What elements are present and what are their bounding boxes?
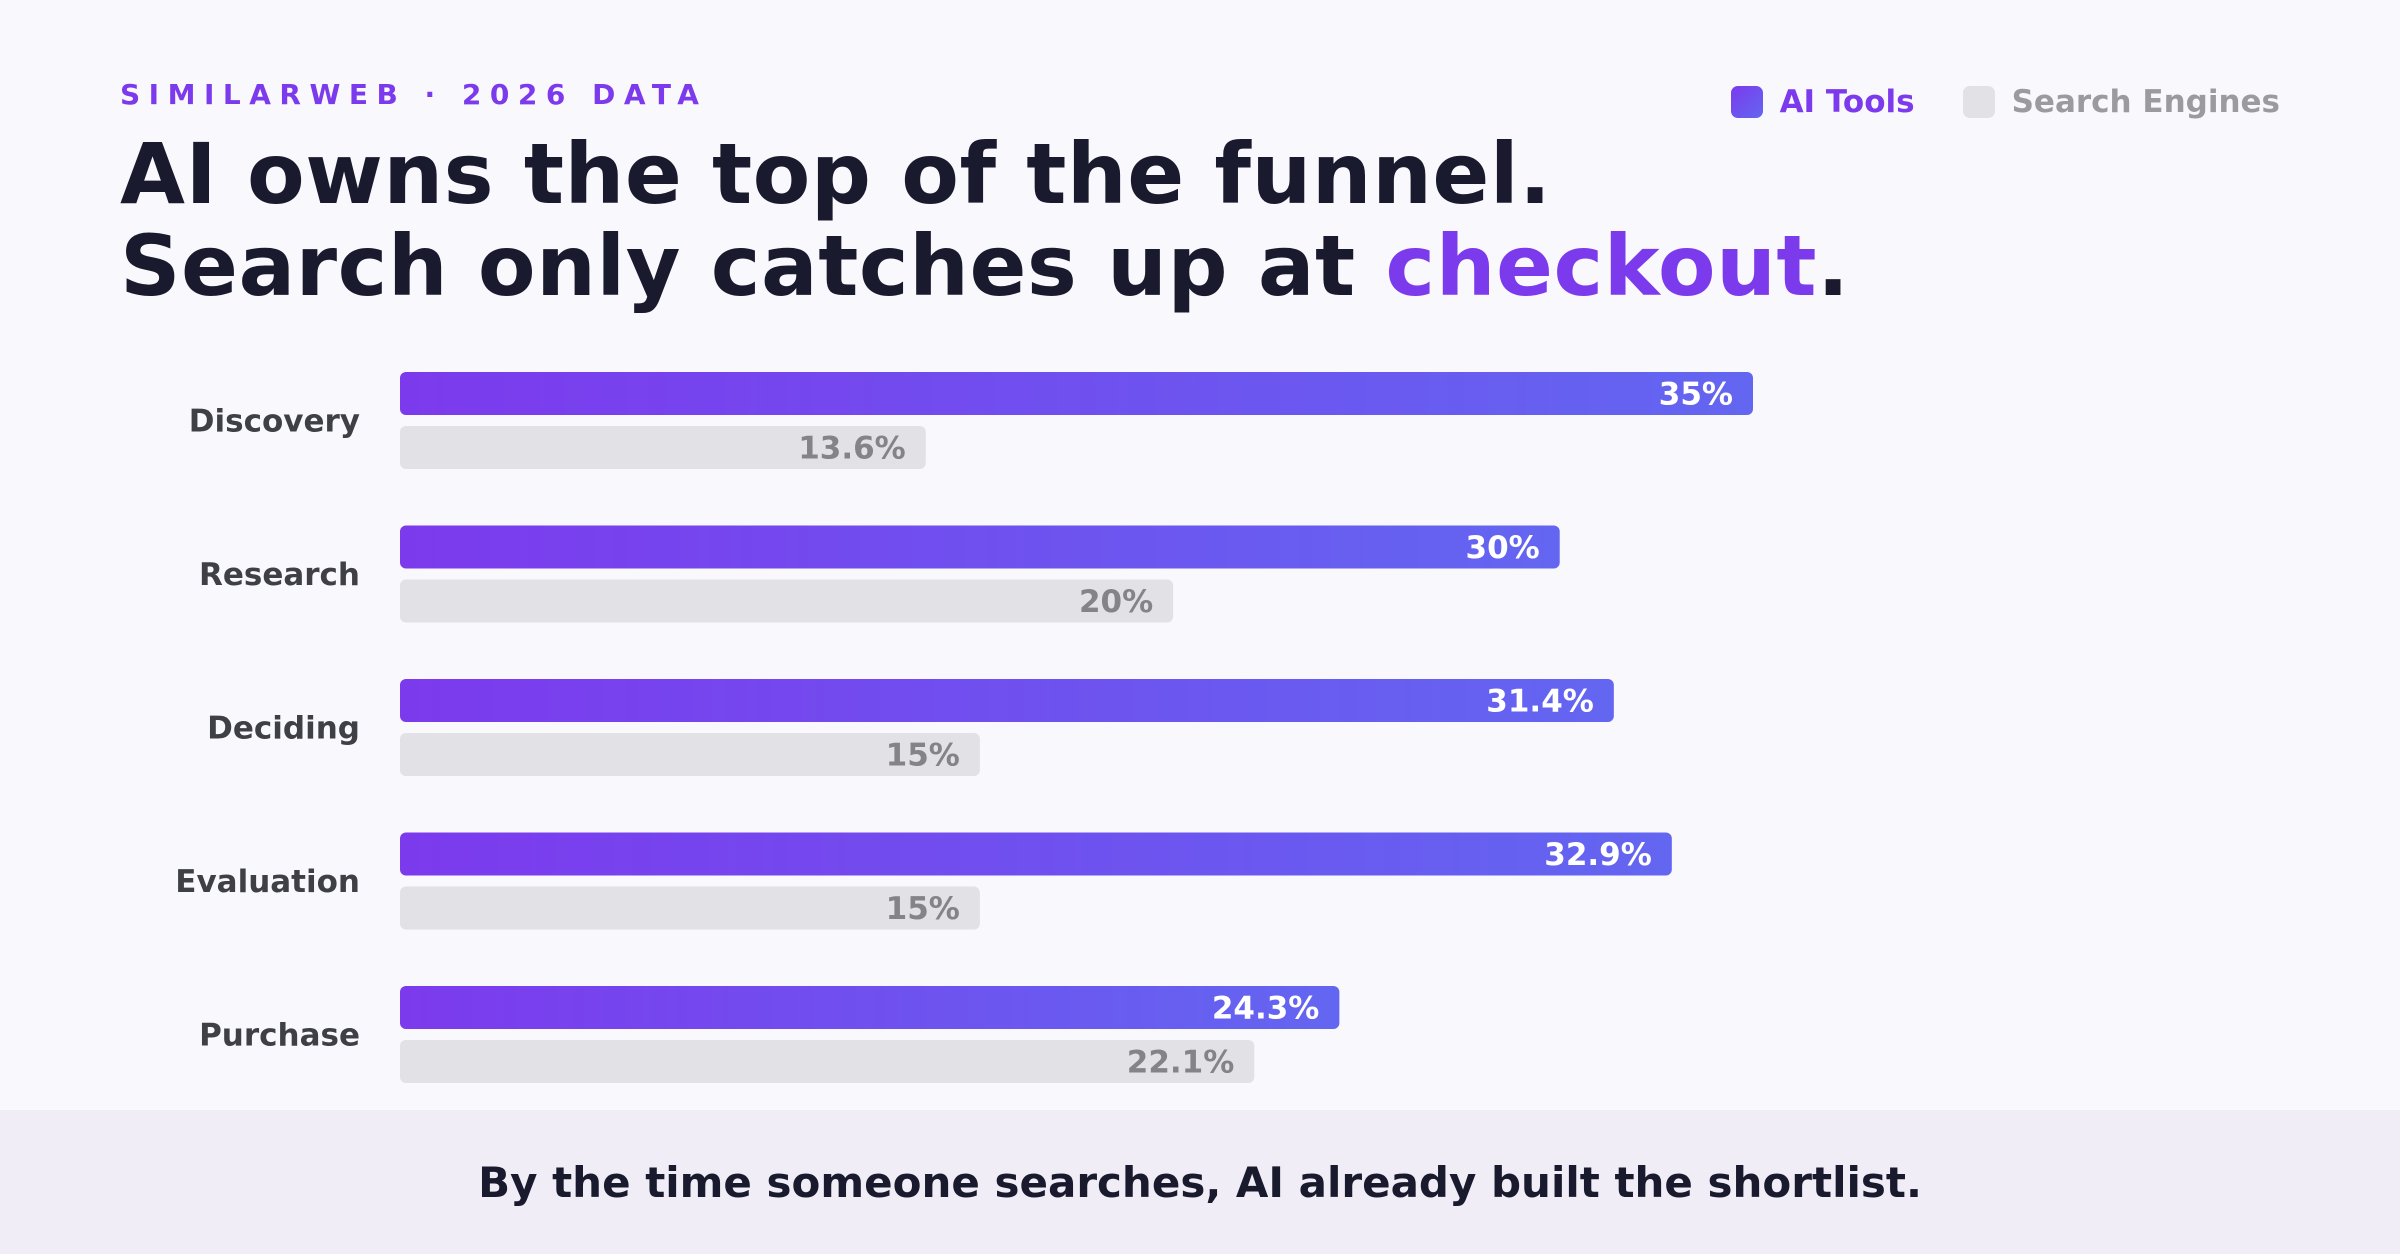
value-label-ai-tools-deciding: 31.4% xyxy=(1486,684,1594,720)
source-kicker: SIMILARWEB · 2026 DATA xyxy=(120,78,708,111)
chart-bars: Discovery 35% 13.6% Research 30% 20% Deciding 3… xyxy=(175,372,1753,1083)
headline-accent-word: checkout xyxy=(1385,217,1818,315)
bar-ai-tools-purchase xyxy=(400,986,1340,1029)
legend-item-search-engines: Search Engines xyxy=(1962,84,2280,120)
bar-search-engines-evaluation xyxy=(400,886,980,930)
bar-ai-tools-research xyxy=(400,525,1560,569)
chart-legend: AI Tools Search Engines xyxy=(1683,84,2280,120)
chart-headline: AI owns the top of the funnel. Search on… xyxy=(120,128,1849,312)
headline-line-2-suffix: . xyxy=(1817,217,1850,315)
value-label-search-engines-evaluation: 15% xyxy=(886,891,960,927)
legend-swatch-search-engines xyxy=(1962,86,1995,118)
legend-label-ai-tools: AI Tools xyxy=(1779,84,1915,120)
value-label-search-engines-research: 20% xyxy=(1079,584,1153,620)
bar-search-engines-research xyxy=(400,579,1174,623)
value-label-search-engines-discovery: 13.6% xyxy=(798,431,906,467)
headline-line-1: AI owns the top of the funnel. xyxy=(120,125,1552,223)
bar-search-engines-discovery xyxy=(400,426,926,469)
value-label-ai-tools-research: 30% xyxy=(1466,530,1540,566)
bar-search-engines-deciding xyxy=(400,733,980,776)
category-label-discovery: Discovery xyxy=(189,404,360,440)
category-label-evaluation: Evaluation xyxy=(175,864,360,900)
legend-item-ai-tools: AI Tools xyxy=(1730,84,1915,120)
bar-ai-tools-deciding xyxy=(400,679,1614,722)
bar-ai-tools-evaluation xyxy=(400,832,1672,876)
bar-ai-tools-discovery xyxy=(400,372,1753,415)
value-label-search-engines-purchase: 22.1% xyxy=(1127,1045,1235,1081)
category-label-purchase: Purchase xyxy=(199,1018,360,1054)
category-label-deciding: Deciding xyxy=(207,711,360,747)
category-label-research: Research xyxy=(199,557,360,593)
footer-banner: By the time someone searches, AI already… xyxy=(0,1110,2400,1254)
value-label-search-engines-deciding: 15% xyxy=(886,738,960,774)
value-label-ai-tools-evaluation: 32.9% xyxy=(1544,837,1652,873)
footer-tagline: By the time someone searches, AI already… xyxy=(478,1157,1922,1207)
funnel-bar-chart: Discovery 35% 13.6% Research 30% 20% Deciding 3… xyxy=(175,372,1753,1083)
value-label-ai-tools-purchase: 24.3% xyxy=(1212,991,1320,1027)
legend-label-search-engines: Search Engines xyxy=(2011,84,2280,120)
bar-search-engines-purchase xyxy=(400,1040,1255,1083)
headline-line-2-prefix: Search only catches up at xyxy=(120,217,1386,315)
value-label-ai-tools-discovery: 35% xyxy=(1659,377,1733,413)
legend-swatch-ai-tools xyxy=(1730,86,1763,118)
